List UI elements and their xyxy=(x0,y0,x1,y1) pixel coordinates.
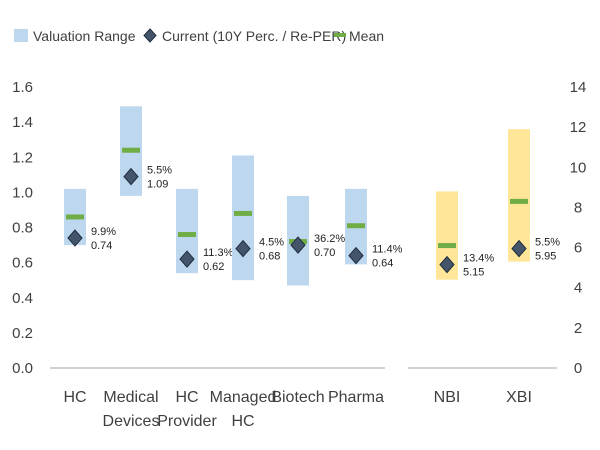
value-label: 1.09 xyxy=(147,179,168,191)
y-left-tick-label: 0.0 xyxy=(12,360,33,377)
current-marker xyxy=(67,229,83,247)
legend-mean-swatch xyxy=(334,33,346,37)
y-left-tick-label: 1.0 xyxy=(12,184,33,201)
plot-area: 0.0 0.2 0.4 0.6 0.8 1.0 1.2 1.4 1.6 0 2 4 6 8 10 12 14 9.… xyxy=(12,79,586,430)
category-label: NBI xyxy=(434,389,461,406)
y-right-tick-label: 6 xyxy=(574,240,582,257)
category-label: HC xyxy=(63,389,86,406)
y-left-tick-label: 0.2 xyxy=(12,325,33,342)
y-right-tick-label: 8 xyxy=(574,199,582,216)
y-left-tick-label: 0.6 xyxy=(12,255,33,272)
value-label: 0.70 xyxy=(314,247,335,259)
percentile-label: 9.9% xyxy=(91,226,116,238)
y-right-tick-label: 14 xyxy=(570,79,587,96)
y-left-tick-label: 1.4 xyxy=(12,114,33,131)
value-label: 5.95 xyxy=(535,251,556,263)
y-left-tick-label: 0.4 xyxy=(12,290,33,307)
percentile-label: 11.3% xyxy=(203,247,234,259)
category-label: Pharma xyxy=(328,389,384,406)
legend-current-marker xyxy=(143,28,157,43)
category-label: HC xyxy=(175,389,198,406)
range-bar xyxy=(508,129,530,262)
percentile-label: 5.5% xyxy=(535,237,560,249)
percentile-label: 11.4% xyxy=(372,244,403,256)
mean-marker xyxy=(438,243,456,249)
percentile-label: 36.2% xyxy=(314,233,345,245)
value-label: 0.74 xyxy=(91,240,112,252)
range-bar xyxy=(232,155,254,281)
category-label: Devices xyxy=(103,413,160,430)
current-marker xyxy=(511,239,527,258)
mean-marker xyxy=(234,210,252,216)
category-label: XBI xyxy=(506,389,532,406)
value-label: 0.68 xyxy=(259,251,280,263)
percentile-label: 4.5% xyxy=(259,237,284,249)
category-label: HC xyxy=(231,413,254,430)
category-label: Medical xyxy=(103,389,158,406)
chart-legend: Valuation Range Current (10Y Perc. / Re-… xyxy=(14,28,384,44)
y-right-tick-label: 0 xyxy=(574,360,582,377)
percentile-label: 5.5% xyxy=(147,165,172,177)
y-right-tick-label: 10 xyxy=(570,159,587,176)
legend-current-label: Current (10Y Perc. / Re-PER) xyxy=(162,28,346,44)
y-right-tick-label: 12 xyxy=(570,119,587,136)
current-marker xyxy=(348,246,364,265)
current-marker xyxy=(123,167,139,186)
y-right-tick-label: 4 xyxy=(574,280,582,297)
category-label: Biotech xyxy=(271,389,324,406)
legend-mean-label: Mean xyxy=(349,28,384,44)
y-right-tick-label: 2 xyxy=(574,320,582,337)
category-label: Provider xyxy=(157,413,217,430)
category-label: Managed xyxy=(210,389,277,406)
current-marker xyxy=(290,236,306,254)
legend-range-swatch xyxy=(14,29,28,42)
mean-marker xyxy=(66,214,84,220)
mean-marker xyxy=(122,147,140,153)
value-label: 5.15 xyxy=(463,267,484,279)
value-label: 0.62 xyxy=(203,261,224,273)
current-marker xyxy=(179,250,195,268)
mean-marker xyxy=(347,223,365,229)
current-marker xyxy=(235,239,251,258)
legend-range-label: Valuation Range xyxy=(33,28,136,44)
range-bar xyxy=(176,188,198,274)
value-label: 0.64 xyxy=(372,258,393,270)
y-left-tick-label: 1.6 xyxy=(12,79,33,96)
current-marker xyxy=(439,255,455,274)
mean-marker xyxy=(178,232,196,238)
percentile-label: 13.4% xyxy=(463,253,494,265)
y-left-tick-label: 1.2 xyxy=(12,149,33,166)
y-left-tick-label: 0.8 xyxy=(12,220,33,237)
range-bar xyxy=(436,191,458,280)
mean-marker xyxy=(510,198,528,204)
